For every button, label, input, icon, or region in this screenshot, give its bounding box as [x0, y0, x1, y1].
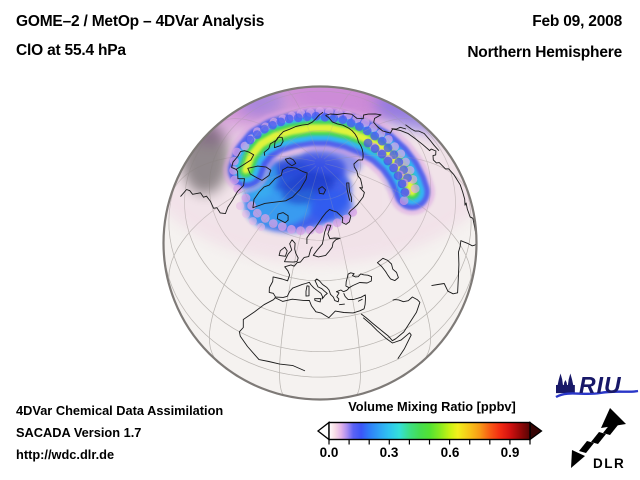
- credit-line-1: 4DVar Chemical Data Assimilation: [16, 403, 224, 418]
- colorbar-title: Volume Mixing Ratio [ppbv]: [348, 399, 516, 414]
- riu-logo-text: RIU: [579, 372, 622, 398]
- colorbar-tick-label: 0.6: [440, 445, 460, 460]
- hemisphere-label: Northern Hemisphere: [467, 44, 622, 61]
- date-label: Feb 09, 2008: [532, 13, 622, 30]
- page-title: GOME–2 / MetOp – 4DVar Analysis: [16, 13, 265, 30]
- page-subtitle: ClO at 55.4 hPa: [16, 42, 126, 59]
- colorbar-widget: Volume Mixing Ratio [ppbv] 0.0 0.3 0.6 0…: [316, 399, 548, 467]
- colorbar-tick-label: 0.9: [500, 445, 520, 460]
- cathedral-icon: [556, 373, 575, 394]
- colorbar-tick-label: 0.3: [379, 445, 399, 460]
- riu-wave-icon: [555, 389, 639, 399]
- dlr-logo: DLR: [570, 405, 636, 473]
- dlr-logo-text: DLR: [593, 456, 625, 471]
- credit-line-3: http://wdc.dlr.de: [16, 447, 115, 462]
- dlr-emblem-icon: [571, 408, 626, 468]
- riu-logo: RIU: [554, 368, 640, 402]
- colorbar: [316, 421, 543, 445]
- colorbar-tick-label: 0.0: [319, 445, 339, 460]
- credit-line-2: SACADA Version 1.7: [16, 425, 142, 440]
